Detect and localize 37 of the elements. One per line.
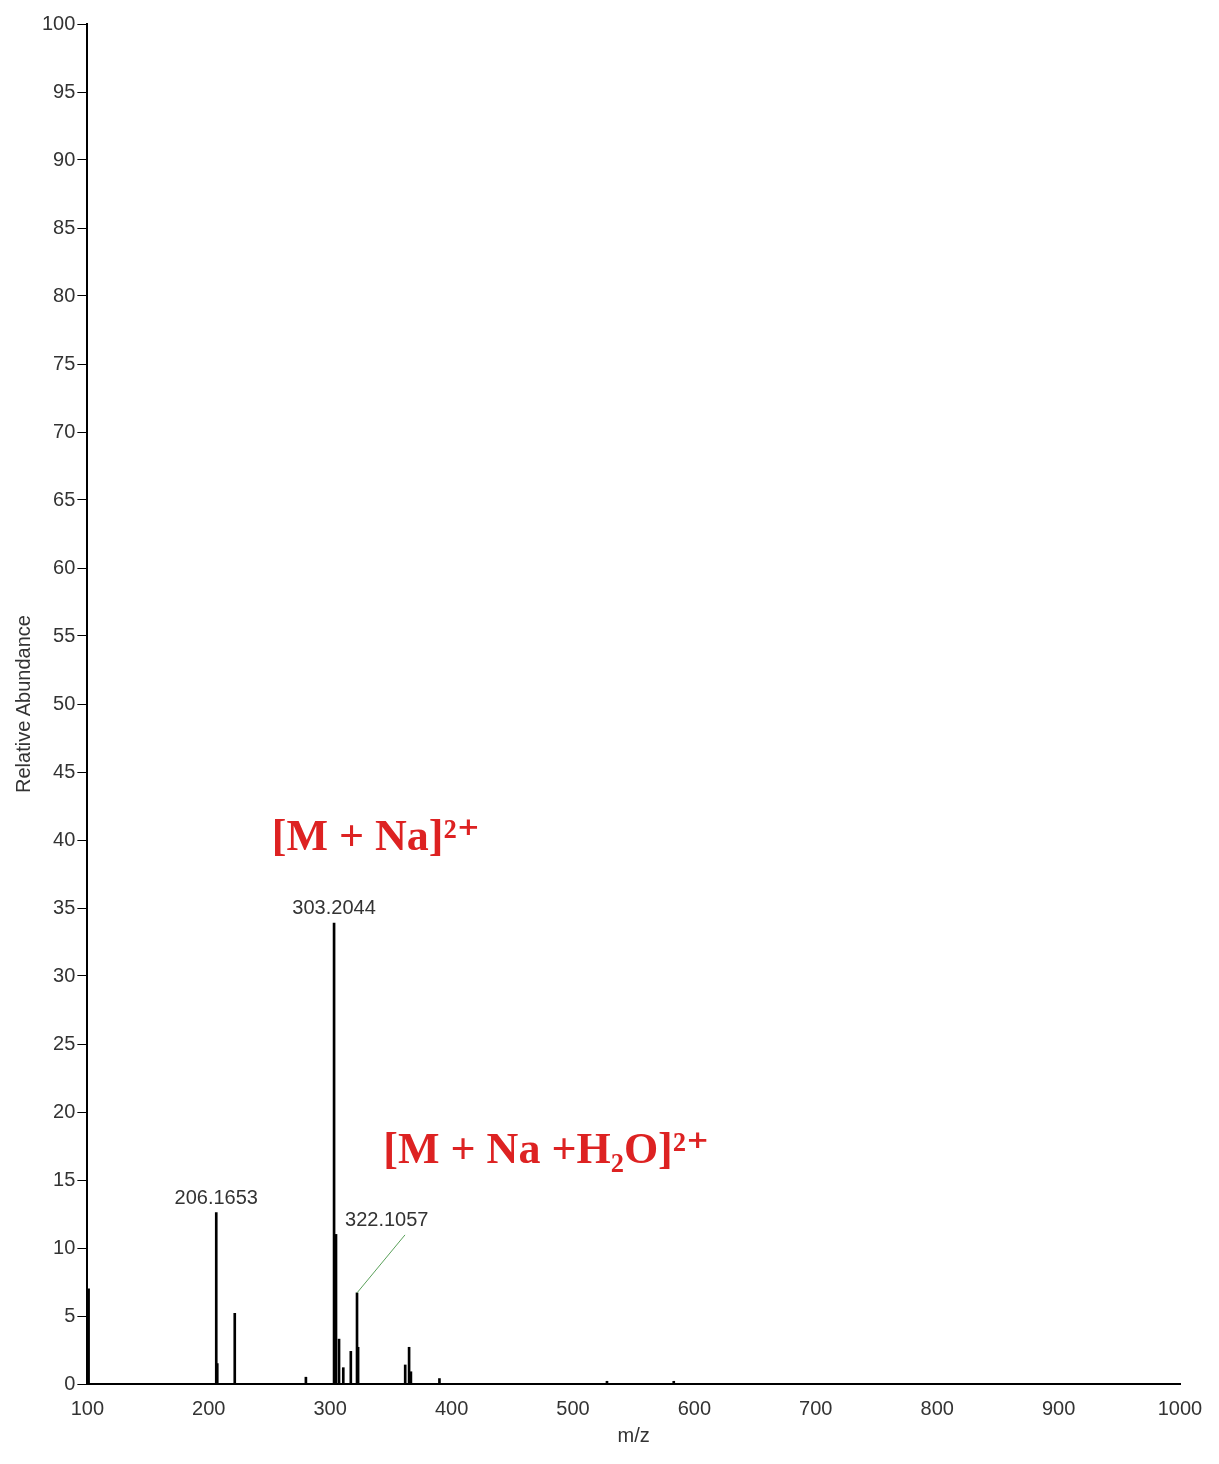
y-tick-label: 15	[53, 1167, 76, 1190]
y-tick-label: 25	[53, 1031, 76, 1054]
x-tick-label: 200	[192, 1396, 226, 1419]
annotation: [M + Na]²⁺	[271, 810, 480, 860]
y-tick-label: 45	[53, 759, 76, 782]
y-tick-label: 90	[53, 147, 76, 170]
y-tick-label: 30	[53, 963, 76, 986]
y-tick-label: 5	[64, 1303, 76, 1326]
y-tick-label: 100	[41, 11, 76, 34]
annotation: 206.1653	[174, 1186, 258, 1209]
y-tick-label: 0	[64, 1371, 76, 1394]
y-tick-label: 80	[53, 283, 76, 306]
y-tick-label: 75	[53, 351, 76, 374]
annotation: 303.2044	[292, 896, 376, 919]
y-tick-label: 70	[53, 419, 76, 442]
y-tick-label: 10	[53, 1235, 76, 1258]
x-tick-label: 800	[920, 1396, 954, 1419]
x-tick-label: 700	[799, 1396, 833, 1419]
annotation: 322.1057	[345, 1208, 429, 1231]
y-tick-label: 60	[53, 555, 76, 578]
y-tick-label: 40	[53, 827, 76, 850]
y-tick-label: 35	[53, 895, 76, 918]
x-axis-title: m/z	[617, 1423, 650, 1446]
y-tick-label: 20	[53, 1099, 76, 1122]
y-tick-label: 65	[53, 487, 76, 510]
y-tick-label: 55	[53, 623, 76, 646]
y-tick-label: 85	[53, 215, 76, 238]
x-tick-label: 300	[313, 1396, 347, 1419]
y-tick-label: 95	[53, 79, 76, 102]
x-tick-label: 900	[1041, 1396, 1076, 1419]
x-tick-label: 1000	[1157, 1396, 1203, 1419]
y-axis-title: Relative Abundance	[11, 615, 34, 793]
annotation: [M + Na +H₂O]²⁺	[383, 1123, 710, 1173]
x-tick-label: 400	[434, 1396, 469, 1419]
y-tick-label: 50	[53, 691, 76, 714]
x-tick-label: 600	[677, 1396, 712, 1419]
x-tick-label: 500	[556, 1396, 590, 1419]
